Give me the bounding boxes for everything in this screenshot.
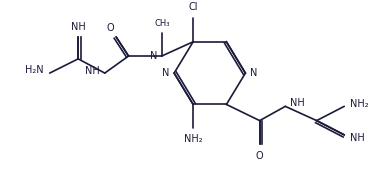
Text: H₂N: H₂N xyxy=(25,65,44,75)
Text: CH₃: CH₃ xyxy=(154,20,170,28)
Text: O: O xyxy=(107,23,114,33)
Text: NH₂: NH₂ xyxy=(350,98,368,108)
Text: NH: NH xyxy=(71,22,85,32)
Text: N: N xyxy=(162,68,169,78)
Text: NH: NH xyxy=(85,66,100,76)
Text: N: N xyxy=(150,51,157,61)
Text: NH₂: NH₂ xyxy=(184,134,202,144)
Text: Cl: Cl xyxy=(189,2,198,12)
Text: NH: NH xyxy=(290,98,305,108)
Text: NH: NH xyxy=(350,133,365,143)
Text: O: O xyxy=(256,151,263,161)
Text: N: N xyxy=(250,68,258,78)
